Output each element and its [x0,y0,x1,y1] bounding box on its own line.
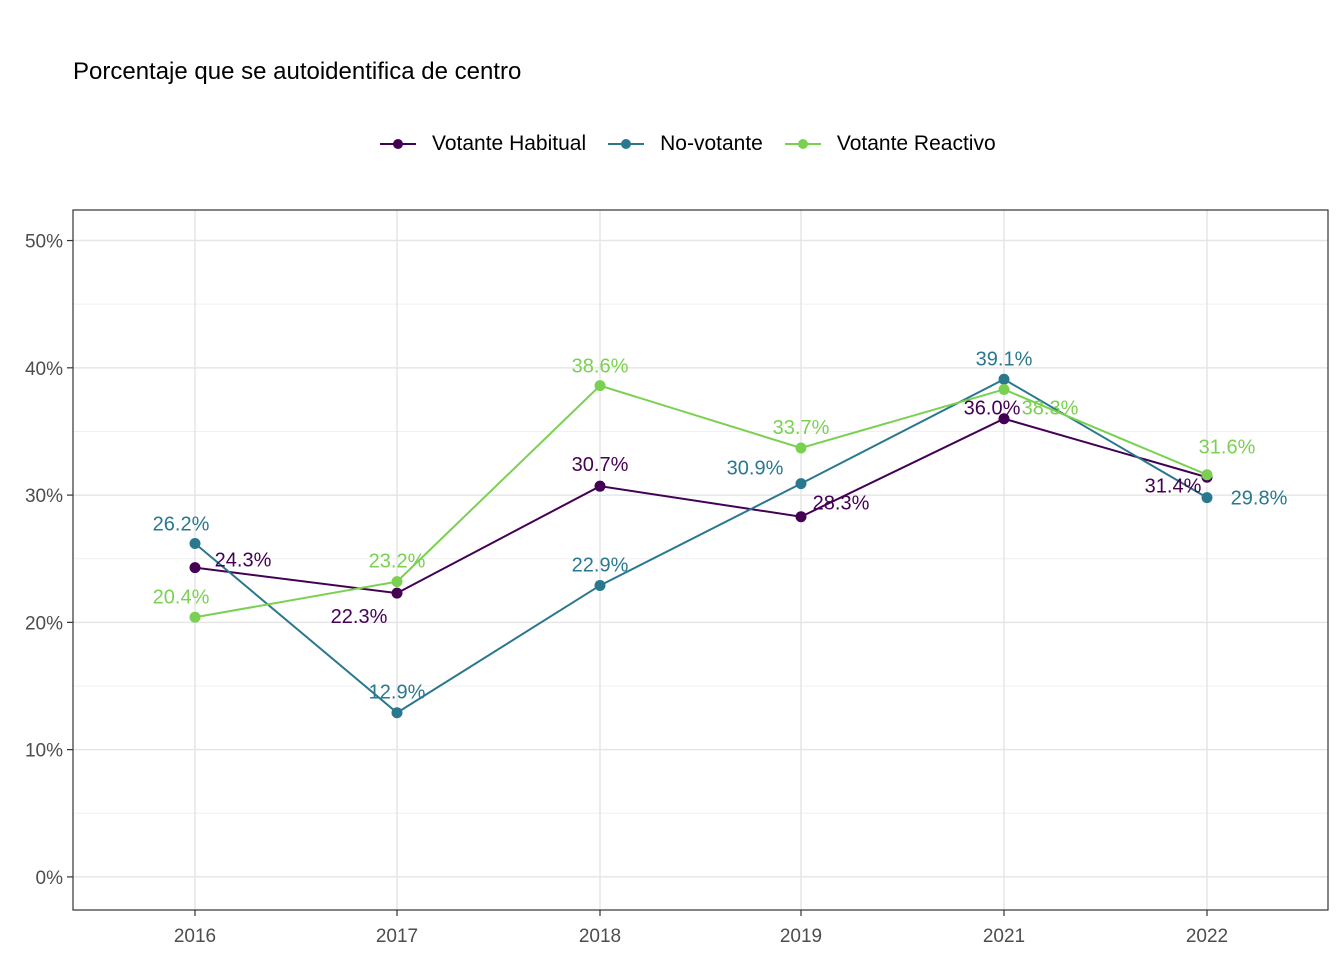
point-s0-2 [594,480,606,492]
y-tick-label-0: 0% [36,868,64,889]
legend-item-votante-habitual: Votante Habitual [378,132,586,156]
x-tick-label-4: 2021 [983,926,1025,947]
data-label-s2-2: 38.6% [572,356,629,378]
y-tick-label-4: 40% [25,359,63,380]
legend-item-votante-reactivo: Votante Reactivo [783,132,996,156]
data-label-s1-4: 39.1% [976,348,1033,370]
data-label-s2-3: 33.7% [773,417,830,439]
point-s2-1 [391,576,403,588]
legend-label-votante-habitual: Votante Habitual [432,132,587,155]
data-label-s0-3: 28.3% [813,493,870,515]
point-s2-3 [795,442,807,454]
data-label-s0-1: 22.3% [331,606,388,628]
point-s0-4 [998,413,1010,425]
point-s0-1 [391,587,403,599]
x-tick-label-3: 2019 [780,926,822,947]
legend-label-votante-reactivo: Votante Reactivo [836,132,996,155]
legend-key-votante-habitual [380,139,416,149]
y-tick-label-5: 50% [25,232,63,253]
series-line-0 [194,417,1208,595]
point-s1-2 [594,579,606,591]
chart-title: Porcentaje que se autoidentifica de cent… [73,58,522,85]
x-tick-label-1: 2017 [376,926,418,947]
data-label-s2-4: 38.3% [1022,397,1079,419]
data-label-s0-4: 36.0% [964,398,1021,420]
point-s0-0 [189,562,201,574]
legend-item-no-votante: No-votante [606,132,763,156]
point-s2-4 [998,383,1010,395]
data-label-s0-2: 30.7% [572,454,629,476]
legend-label-no-votante: No-votante [660,132,763,155]
point-s0-3 [795,511,807,523]
point-s1-4 [998,373,1010,385]
data-label-s0-5: 31.4% [1145,475,1202,497]
legend-key-votante-reactivo [784,139,821,149]
series-line-2 [194,384,1208,619]
point-s1-0 [189,537,201,549]
plot-panel-border [72,209,1329,911]
data-label-s0-0: 24.3% [215,550,272,572]
x-tick-label-2: 2018 [579,926,621,947]
y-tick-label-2: 20% [25,613,63,634]
point-s2-5 [1201,469,1213,481]
data-label-s1-1: 12.9% [369,682,426,704]
legend: Votante Habitual No-votante Votante Reac… [378,128,1016,160]
data-label-s1-0: 26.2% [153,513,210,535]
point-s2-0 [189,611,201,623]
y-tick-label-3: 30% [25,486,63,507]
x-tick-label-0: 2016 [174,926,216,947]
point-s2-2 [594,380,606,392]
data-label-s2-0: 20.4% [153,586,210,608]
data-label-s2-1: 23.2% [369,551,426,573]
data-label-s2-5: 31.6% [1199,437,1256,459]
series-line-1 [194,378,1208,714]
data-label-s1-3: 30.9% [727,458,784,480]
data-label-s1-5: 29.8% [1231,488,1288,510]
legend-key-no-votante [608,139,645,149]
data-label-s1-2: 22.9% [572,554,629,576]
point-s1-5 [1201,492,1213,504]
point-s1-1 [391,707,403,719]
point-s1-3 [795,478,807,490]
x-tick-label-5: 2022 [1186,926,1228,947]
y-tick-label-1: 10% [25,741,63,762]
